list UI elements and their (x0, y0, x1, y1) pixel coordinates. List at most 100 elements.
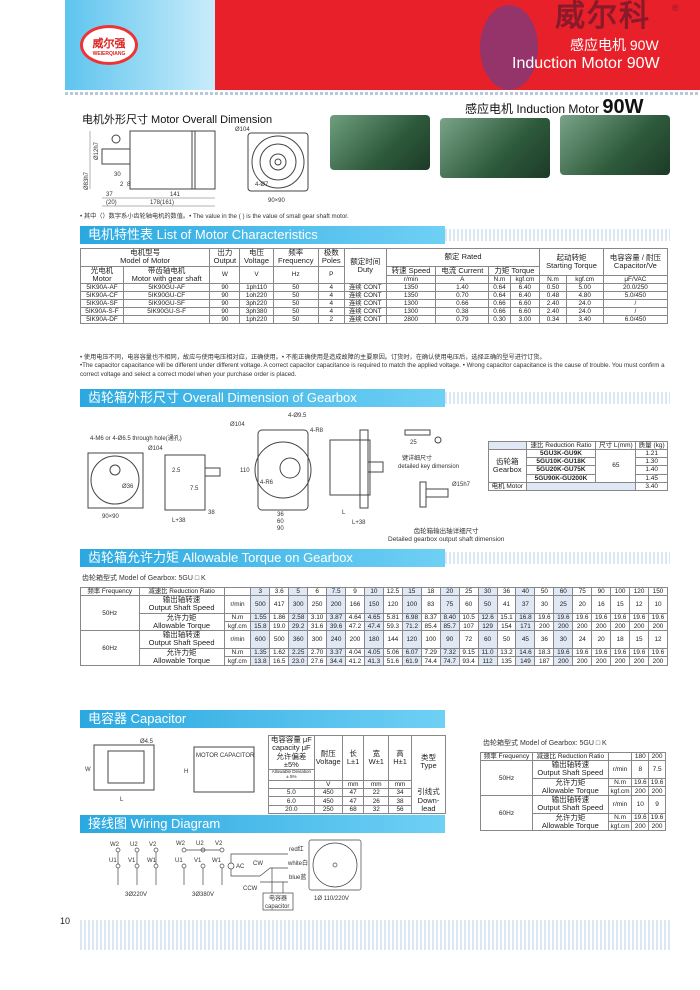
table-cell: 50Hz (80, 595, 140, 632)
table-cell: 50 (477, 595, 498, 614)
table-cell: 16.8 (515, 612, 536, 623)
table-cell: 3.40 (565, 315, 604, 325)
w2-label-b: W2 (176, 841, 186, 847)
table-cell: 24.0 (565, 307, 604, 317)
table-cell: 16.5 (269, 656, 290, 667)
table-cell: 4.65 (363, 612, 384, 623)
table-cell: 1.86 (269, 612, 290, 623)
gearbox-model-label-2: 齿轮箱型式 Model of Gearbox: 5GU □ K (483, 740, 607, 747)
table-cell: 连续 CONT (343, 315, 387, 325)
dimension-note: • 其中（）数字系小齿轮轴电机的数值。• The value in the ( … (80, 213, 349, 220)
table-cell: 6.60 (509, 299, 541, 309)
table-cell: 90 (209, 315, 241, 325)
table-cell: 0.70 (435, 291, 490, 301)
table-cell: 41 (496, 595, 517, 614)
table-cell: 5.81 (382, 612, 403, 623)
table-cell: 18 (420, 586, 441, 597)
table-cell: 75 (439, 595, 460, 614)
product-title: 感应电机 Induction Motor 90W (465, 96, 644, 118)
table-cell: 50 (272, 291, 319, 301)
capacitor-label-en: capacitor (265, 904, 289, 910)
table-cell: 100 (420, 630, 441, 649)
section-motor-dimension: 电机外形尺寸 Motor Overall Dimension (82, 114, 273, 126)
table-cell: 200 (553, 656, 574, 667)
table-row: 5IK90A-DF 90 1ph220 50 2 连续 CONT 2800 0.79 0.30 3… (80, 315, 669, 325)
table-cell: 74.4 (420, 656, 441, 667)
table-cell: 6.40 (509, 282, 541, 293)
table-cell: 129 (477, 621, 498, 632)
table-cell: 3.37 (326, 647, 347, 658)
table-cell: 24 (572, 630, 593, 649)
table-cell: 200 (591, 656, 612, 667)
dim-L38: L+38 (172, 518, 186, 524)
table-cell: 6.60 (509, 307, 541, 317)
table-cell: 19.6 (572, 612, 593, 623)
table-cell: 5.0/450 (602, 291, 669, 301)
table-cell: 5IK90GU-AF (122, 282, 211, 293)
table-cell: 0.30 (488, 315, 511, 325)
table-cell: 允许力矩 Allowable Torque (138, 647, 225, 667)
table-cell: 180 (363, 630, 384, 649)
table-cell: 200 (648, 621, 668, 632)
table-cell: 166 (345, 595, 365, 614)
v1-label: V1 (128, 858, 136, 864)
table-cell: 200 (629, 621, 650, 632)
dim-phi83: Ø83h7 (84, 171, 90, 190)
allowable-torque-table: 频率 Frequency 减速比 Reduction Ratio 3 3.6 5 6 7.5… (80, 586, 668, 667)
table-cell: 20 (591, 630, 612, 649)
section-wiring-diagram: 接线图 Wiring Diagram (80, 815, 445, 833)
table-cell: 39.6 (326, 621, 347, 632)
table-cell: 20 (572, 595, 593, 614)
table-cell: 0.64 (488, 282, 511, 293)
table-cell: 6.0/450 (602, 315, 669, 325)
table-cell: 36 (534, 630, 555, 649)
table-cell: 30 (477, 586, 498, 597)
table-row: 5IK90A-AF 5IK90GU-AF 90 1ph110 50 4 连续 CONT 135… (80, 282, 669, 293)
table-cell: 85.4 (420, 621, 441, 632)
table-cell: 13.8 (250, 656, 271, 667)
table-cell: 20 (439, 586, 460, 597)
table-cell: 7.29 (420, 647, 441, 658)
table-cell: 45 (515, 630, 536, 649)
v380-label: 3Ø380V (192, 892, 214, 898)
table-cell: 3.10 (307, 612, 328, 623)
table-cell: 4.80 (565, 291, 604, 301)
table-cell: 4 (317, 282, 345, 293)
header-title-en: Induction Motor 90W (512, 55, 660, 72)
table-cell: 18 (610, 630, 631, 649)
section-capacitor: 电容器 Capacitor (80, 710, 445, 728)
dim-phi36: Ø36 (122, 484, 134, 490)
table-cell: 5IK90A-CF (80, 291, 124, 301)
table-cell: 1350 (385, 291, 437, 301)
table-cell: 5.00 (565, 282, 604, 293)
table-cell: / (602, 307, 669, 317)
table-cell: 输出轴转速 Output Shaft Speed (138, 630, 225, 649)
v1-label-b: V1 (194, 858, 202, 864)
table-cell: 0.38 (435, 307, 490, 317)
table-cell: 36 (496, 586, 517, 597)
table-cell: 90 (209, 282, 241, 293)
table-cell: 2800 (385, 315, 437, 325)
table-cell: 171 (515, 621, 536, 632)
table-cell: 59.3 (382, 621, 403, 632)
u1-label: U1 (109, 858, 117, 864)
dim-8: 8 (127, 182, 131, 188)
table-header-row: 频率 Frequency 减速比 Reduction Ratio 3 3.6 5 6 7.5… (80, 586, 668, 597)
table-cell: 1ph220 (239, 315, 274, 325)
table-cell: 8.37 (420, 612, 441, 623)
cap-dim-H: H (184, 769, 188, 775)
table-cell: 90 (439, 630, 460, 649)
table-cell: 19.6 (591, 612, 612, 623)
table-cell: 19.6 (591, 647, 612, 658)
table-cell: kgf.cm (223, 621, 252, 632)
capacitor-drawing: Ø4.5 MOTOR CAPACITOR L W H (85, 739, 255, 803)
table-cell: 19.0 (269, 621, 290, 632)
table-cell: 149 (515, 656, 536, 667)
table-cell: 74.7 (439, 656, 460, 667)
v2-label-b: V2 (215, 841, 223, 847)
capacitor-label-zh: 电容器 (269, 894, 287, 902)
table-cell: 4 (317, 307, 345, 317)
table-cell: 4 (317, 299, 345, 309)
table-cell: 0.66 (488, 307, 511, 317)
table-cell: 72 (458, 630, 479, 649)
